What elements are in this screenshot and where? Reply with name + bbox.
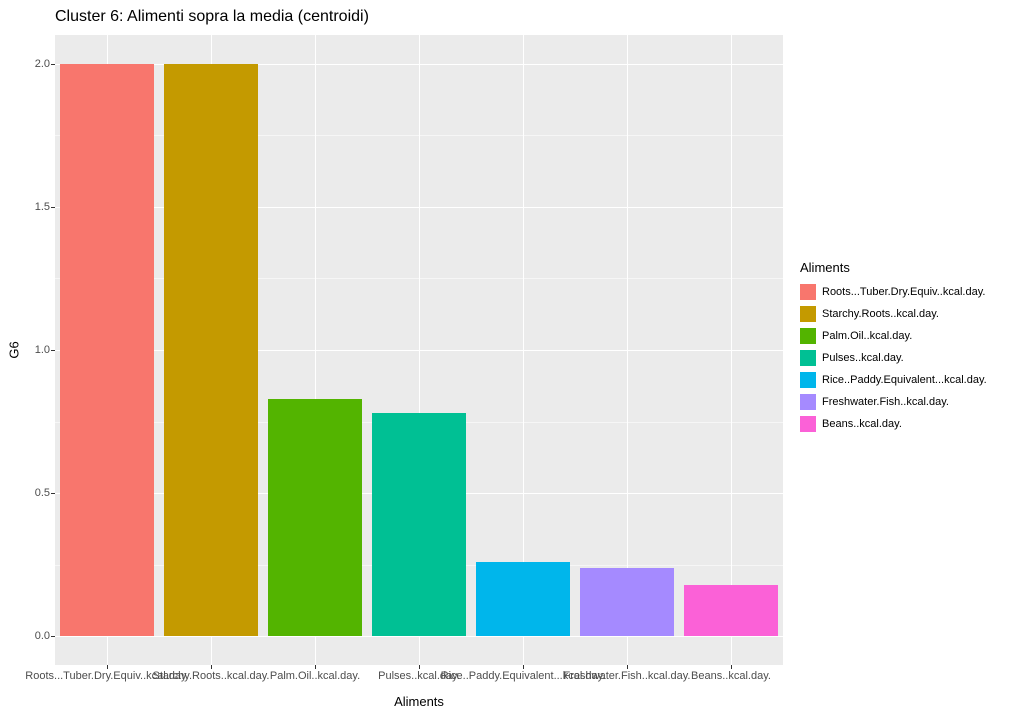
x-tick-mark bbox=[523, 665, 524, 669]
legend-label: Pulses..kcal.day. bbox=[822, 352, 904, 364]
y-tick-mark bbox=[51, 207, 55, 208]
x-tick-mark bbox=[211, 665, 212, 669]
legend-item: Freshwater.Fish..kcal.day. bbox=[800, 393, 987, 411]
y-tick-mark bbox=[51, 493, 55, 494]
x-tick-label: Beans..kcal.day. bbox=[691, 670, 771, 682]
bar bbox=[60, 64, 154, 637]
x-tick-label: Freshwater.Fish..kcal.day. bbox=[564, 670, 691, 682]
legend-item: Pulses..kcal.day. bbox=[800, 349, 987, 367]
y-tick-mark bbox=[51, 64, 55, 65]
bar bbox=[684, 585, 778, 637]
legend-title: Aliments bbox=[800, 260, 987, 275]
bar bbox=[164, 64, 258, 637]
figure: Cluster 6: Alimenti sopra la media (cent… bbox=[0, 0, 1024, 717]
y-tick-label: 1.5 bbox=[0, 201, 50, 213]
y-tick-label: 0.0 bbox=[0, 630, 50, 642]
x-tick-mark bbox=[419, 665, 420, 669]
legend-item: Roots...Tuber.Dry.Equiv..kcal.day. bbox=[800, 283, 987, 301]
x-tick-mark bbox=[107, 665, 108, 669]
legend-label: Roots...Tuber.Dry.Equiv..kcal.day. bbox=[822, 286, 985, 298]
y-tick-label: 1.0 bbox=[0, 344, 50, 356]
legend: Aliments Roots...Tuber.Dry.Equiv..kcal.d… bbox=[800, 260, 987, 437]
x-axis-label: Aliments bbox=[394, 694, 444, 709]
legend-item: Palm.Oil..kcal.day. bbox=[800, 327, 987, 345]
legend-label: Starchy.Roots..kcal.day. bbox=[822, 308, 939, 320]
legend-item: Starchy.Roots..kcal.day. bbox=[800, 305, 987, 323]
legend-swatch bbox=[800, 350, 816, 366]
legend-swatch bbox=[800, 416, 816, 432]
y-tick-mark bbox=[51, 636, 55, 637]
bar bbox=[372, 413, 466, 636]
y-tick-label: 2.0 bbox=[0, 58, 50, 70]
x-tick-label: Starchy.Roots..kcal.day. bbox=[153, 670, 270, 682]
legend-item: Rice..Paddy.Equivalent...kcal.day. bbox=[800, 371, 987, 389]
y-tick-mark bbox=[51, 350, 55, 351]
chart-title: Cluster 6: Alimenti sopra la media (cent… bbox=[55, 8, 369, 26]
legend-item: Beans..kcal.day. bbox=[800, 415, 987, 433]
legend-label: Beans..kcal.day. bbox=[822, 418, 902, 430]
legend-swatch bbox=[800, 306, 816, 322]
legend-label: Rice..Paddy.Equivalent...kcal.day. bbox=[822, 374, 987, 386]
x-tick-label: Palm.Oil..kcal.day. bbox=[270, 670, 360, 682]
bar bbox=[476, 562, 570, 636]
legend-swatch bbox=[800, 372, 816, 388]
gridline-v bbox=[731, 35, 732, 665]
y-tick-label: 0.5 bbox=[0, 487, 50, 499]
x-tick-mark bbox=[731, 665, 732, 669]
x-tick-mark bbox=[627, 665, 628, 669]
legend-swatch bbox=[800, 394, 816, 410]
plot-area bbox=[55, 35, 783, 665]
bar bbox=[580, 568, 674, 637]
legend-label: Freshwater.Fish..kcal.day. bbox=[822, 396, 949, 408]
x-tick-mark bbox=[315, 665, 316, 669]
legend-swatch bbox=[800, 284, 816, 300]
legend-swatch bbox=[800, 328, 816, 344]
bar bbox=[268, 399, 362, 637]
legend-label: Palm.Oil..kcal.day. bbox=[822, 330, 912, 342]
